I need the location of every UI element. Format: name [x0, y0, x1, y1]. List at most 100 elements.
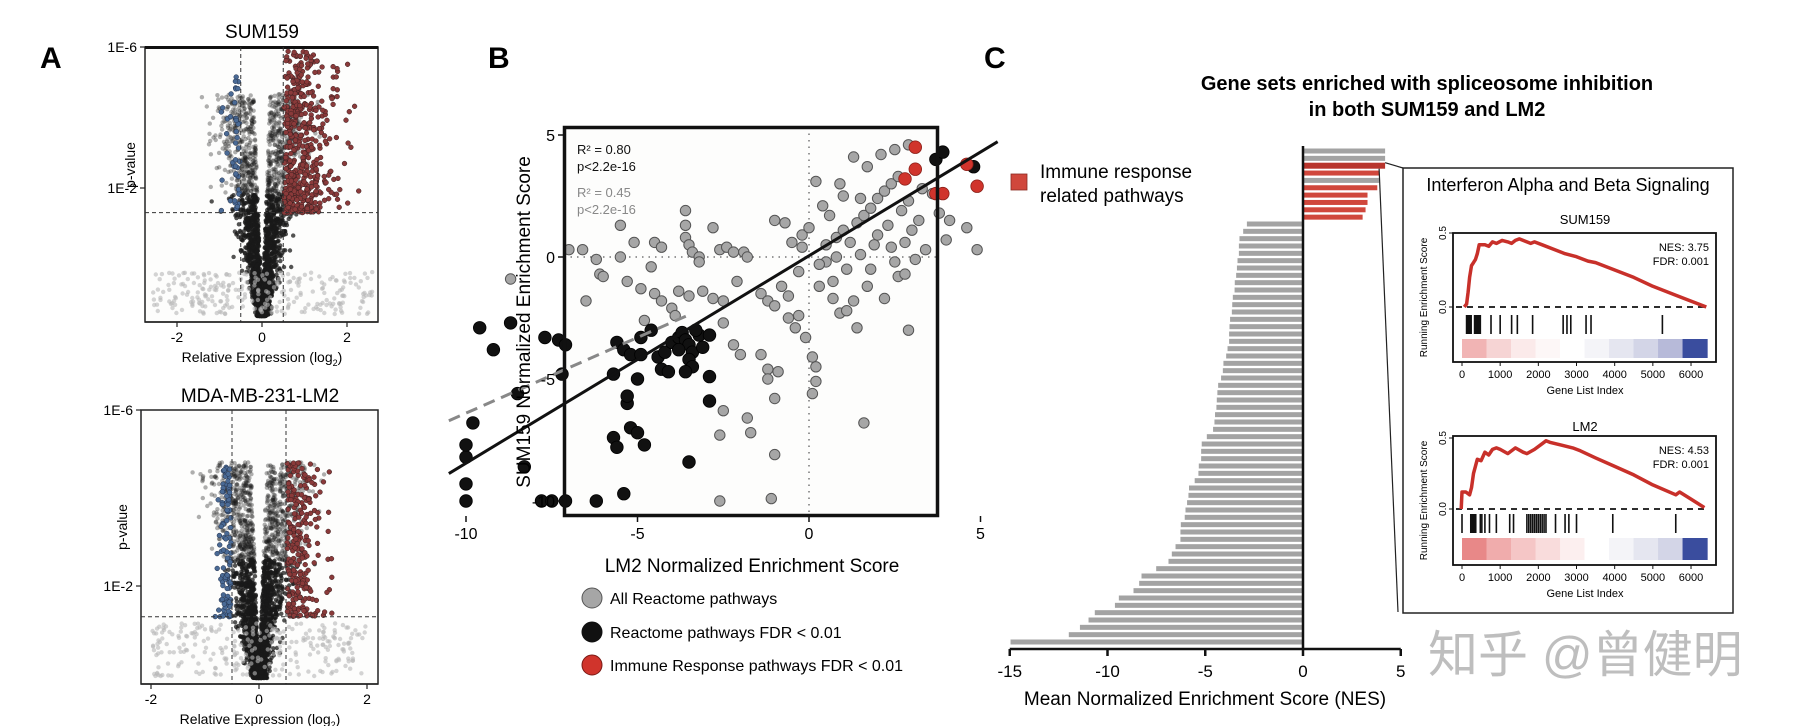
data-point	[315, 301, 320, 307]
data-point-up	[313, 161, 320, 167]
data-point	[343, 271, 348, 276]
data-point	[210, 299, 215, 304]
data-point	[243, 144, 249, 150]
data-point-up	[291, 49, 297, 55]
data-point	[201, 286, 206, 292]
data-point	[242, 112, 247, 118]
data-point	[268, 152, 273, 157]
data-point	[259, 305, 265, 310]
data-point	[248, 168, 253, 173]
data-point-up	[298, 132, 304, 139]
data-point	[250, 159, 255, 165]
data-point	[207, 469, 213, 474]
data-point	[320, 300, 325, 306]
data-point-up	[283, 165, 289, 172]
data-point	[225, 125, 231, 130]
data-point	[252, 150, 257, 155]
data-point	[244, 258, 250, 263]
data-point	[274, 160, 279, 165]
data-point	[358, 279, 363, 284]
data-point	[273, 189, 279, 194]
data-point-down	[234, 203, 241, 210]
data-point-down	[233, 117, 239, 124]
x-axis-label-close: )	[338, 349, 343, 365]
data-point	[265, 247, 270, 252]
data-point-up	[334, 93, 340, 100]
data-point	[209, 492, 214, 497]
data-point	[274, 198, 280, 203]
data-point	[251, 119, 256, 125]
data-point	[204, 293, 209, 298]
data-point	[252, 306, 257, 311]
data-point	[367, 292, 372, 298]
data-point-up	[327, 136, 333, 142]
data-point-up	[319, 64, 325, 70]
data-point	[265, 186, 271, 191]
data-point	[227, 99, 232, 105]
data-point	[278, 499, 283, 504]
data-point-up	[287, 131, 293, 137]
data-point	[244, 280, 249, 285]
data-point-up	[285, 204, 291, 211]
data-point-up	[303, 49, 309, 56]
data-point	[324, 297, 329, 303]
data-point	[308, 276, 314, 282]
data-point	[240, 164, 245, 169]
data-point	[278, 127, 284, 132]
data-point-up	[304, 186, 310, 192]
data-point	[248, 105, 253, 111]
data-point-up	[313, 138, 319, 144]
data-point	[242, 251, 248, 256]
data-point	[267, 163, 272, 169]
data-point	[252, 182, 257, 187]
data-point	[252, 145, 258, 151]
data-point	[266, 158, 271, 163]
data-point	[310, 289, 315, 294]
data-point	[302, 309, 307, 315]
data-point-up	[330, 86, 336, 92]
data-point	[272, 151, 278, 156]
data-point	[277, 101, 283, 107]
x-axis-label: Relative Expression (log2)	[182, 349, 343, 368]
data-point	[275, 216, 281, 221]
data-point	[270, 104, 275, 109]
data-point	[214, 310, 219, 316]
data-point-up	[298, 62, 305, 69]
data-point-up	[321, 173, 327, 180]
data-point	[217, 134, 223, 140]
data-point	[220, 291, 226, 296]
data-point	[276, 238, 281, 244]
data-point	[241, 114, 246, 119]
data-point	[223, 190, 228, 195]
data-point	[248, 175, 254, 181]
data-point	[249, 162, 255, 168]
data-point	[248, 107, 253, 112]
data-point	[278, 173, 283, 178]
data-point	[176, 273, 182, 278]
data-point-up	[335, 175, 341, 182]
data-point	[155, 287, 161, 292]
data-point	[229, 176, 235, 181]
data-point	[206, 270, 212, 276]
data-point-down	[232, 99, 238, 106]
data-point	[270, 125, 275, 130]
data-point	[242, 155, 248, 160]
data-point	[240, 94, 246, 99]
data-point	[240, 146, 245, 151]
data-point	[274, 185, 279, 191]
data-point	[281, 264, 287, 270]
data-point	[248, 108, 254, 113]
data-point-up	[333, 191, 340, 197]
data-point	[226, 141, 231, 146]
data-point	[268, 295, 273, 300]
data-point	[241, 109, 247, 114]
data-point	[246, 96, 251, 102]
data-point	[249, 126, 254, 132]
data-point	[278, 126, 283, 132]
data-point	[265, 172, 270, 177]
data-point	[227, 305, 232, 310]
data-point	[274, 304, 279, 309]
data-point	[276, 128, 281, 133]
data-point	[267, 280, 272, 285]
data-point	[348, 275, 353, 281]
